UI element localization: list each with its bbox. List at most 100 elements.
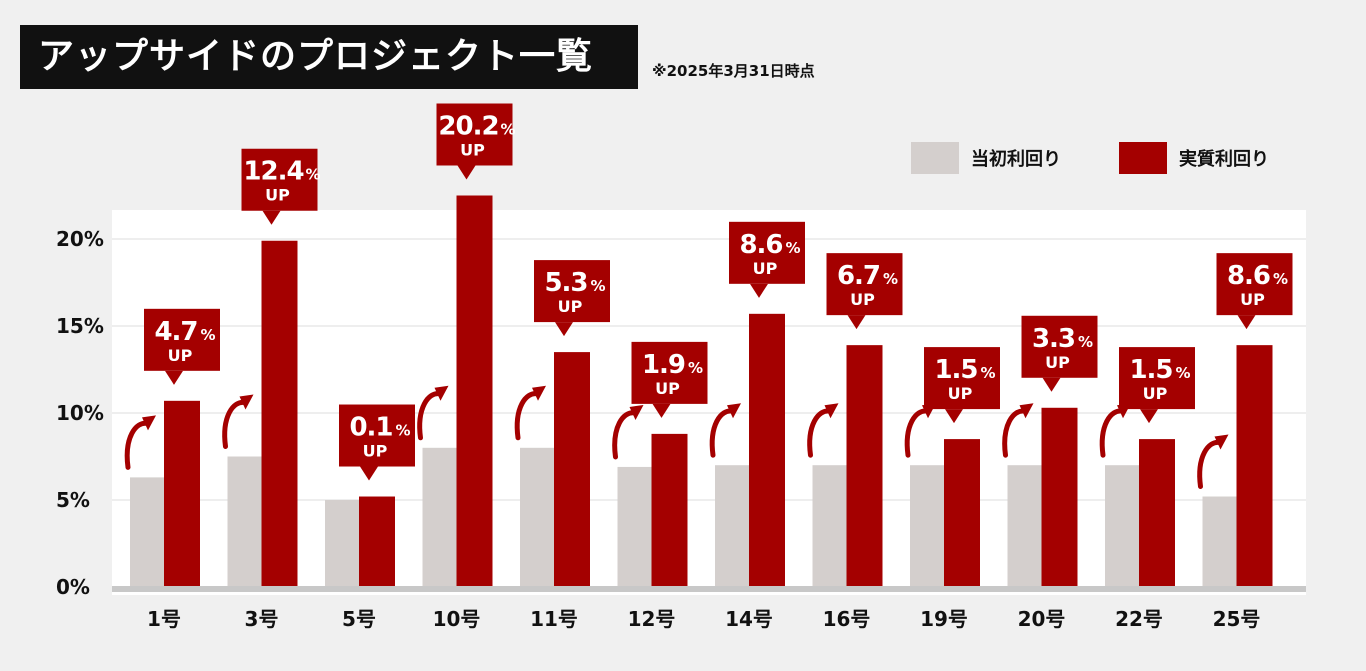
date-note: ※2025年3月31日時点 [652,62,815,80]
callout-box [534,260,610,323]
up-arrow-curve [612,410,637,460]
up-arrow-head [727,403,741,419]
callout-percent: % [591,277,606,295]
y-tick-label: 15% [56,314,104,338]
legend-actual-label: 実質利回り [1179,149,1269,170]
x-axis-baseline [112,586,1306,592]
chart-title: アップサイドのプロジェクト一覧 [20,25,638,89]
callout-value: 1.9 [642,350,685,380]
up-arrow-head [824,403,839,419]
bar-initial [1007,465,1044,587]
callout-value: 8.6 [739,230,782,260]
bar-actual [164,400,200,587]
bar-actual [846,345,883,587]
bar-actual [1139,439,1175,587]
bar-initial [1202,496,1239,587]
up-arrow-curve [1099,408,1125,458]
up-arrow-head [532,385,546,401]
callout-box [241,148,318,211]
callout-value: 12.4 [243,157,303,187]
bar-initial [227,456,264,587]
bar-initial [422,447,459,587]
x-tick-label: 1号 [147,607,181,631]
bar-actual [944,439,980,587]
legend-initial-swatch [911,142,959,174]
x-tick-label: 25号 [1213,607,1261,631]
callout-value: 0.1 [349,413,392,443]
callout-percent: % [306,166,321,184]
up-arrow-curve [709,408,735,458]
callout-percent: % [1176,364,1191,382]
callout-up: UP [655,379,680,398]
callout-up: UP [168,346,193,365]
legend-initial-label: 当初利回り [971,149,1061,170]
callout-percent: % [1078,333,1093,351]
up-arrow-head [1214,434,1229,450]
bar-actual [456,195,493,587]
bar-actual [554,352,590,587]
callout-pointer [847,315,866,330]
y-tick-label: 0% [56,575,90,599]
up-arrow-head [629,404,644,420]
up-arrow-curve [807,408,832,458]
bar-initial [130,477,166,587]
up-arrow-curve [417,391,442,441]
callout-box [826,253,903,316]
x-tick-label: 22号 [1115,607,1163,631]
callout-box [631,341,708,404]
bar-actual [1041,407,1078,587]
legend-actual: 実質利回り [1119,142,1269,174]
callout-value: 1.5 [934,355,977,385]
callout-pointer [1237,315,1256,330]
callout-value: 1.5 [1129,355,1172,385]
callout-box [436,103,513,166]
up-arrow-curve [1197,440,1222,490]
callout-pointer [1140,409,1158,424]
x-tick-label: 19号 [920,607,968,631]
legend-actual-swatch [1119,142,1167,174]
callout-value: 5.3 [544,268,587,298]
up-arrow-head [1117,403,1131,419]
up-arrow-head [434,385,449,401]
callout-percent: % [396,422,411,440]
callout-box [1119,347,1195,410]
up-arrow-head [922,403,936,419]
x-tick-label: 5号 [342,607,376,631]
bar-actual [1236,345,1273,587]
callout-value: 4.7 [154,317,197,347]
callout-box [729,221,805,284]
callout-value: 20.2 [438,112,498,142]
up-arrow-head [1019,403,1034,419]
callout-box [144,308,220,371]
callout-box [1021,315,1098,378]
bar-initial [617,466,654,587]
callout-box [339,404,415,467]
callout-up: UP [363,442,388,461]
x-tick-label: 10号 [433,607,481,631]
x-tick-label: 20号 [1018,607,1066,631]
callout-pointer [945,409,963,424]
bar-initial [1105,465,1141,587]
callout-up: UP [1045,353,1070,372]
callout-value: 8.6 [1227,261,1270,291]
callout-pointer [262,210,281,225]
up-arrow-head [142,415,156,431]
bar-initial [520,447,556,587]
bar-actual [651,433,688,587]
callout-pointer [652,403,671,418]
callout-pointer [555,322,573,337]
up-arrow-head [239,394,254,410]
callout-value: 6.7 [837,261,880,291]
callout-pointer [1042,377,1061,392]
callout-pointer [457,165,476,180]
callout-pointer [750,283,768,298]
bar-actual [261,240,298,588]
up-arrow-curve [124,420,150,470]
callout-percent: % [201,326,216,344]
callout-pointer [360,466,378,481]
callout-percent: % [981,364,996,382]
callout-up: UP [558,297,583,316]
callout-percent: % [688,359,703,377]
x-tick-label: 16号 [823,607,871,631]
x-tick-label: 11号 [530,607,578,631]
